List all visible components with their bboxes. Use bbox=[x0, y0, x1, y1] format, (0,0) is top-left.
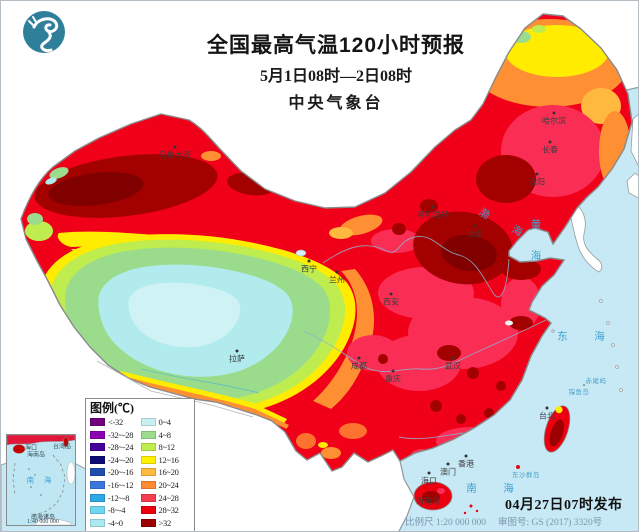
japan-island bbox=[630, 114, 638, 166]
inset-taiwan bbox=[63, 436, 69, 448]
legend-swatch bbox=[140, 518, 156, 527]
legend-range-label: >32 bbox=[158, 517, 172, 528]
legend-range-label: 20~24 bbox=[158, 480, 179, 491]
inset-scale: 1:40 000 000 bbox=[27, 519, 59, 525]
legend-swatch bbox=[140, 493, 156, 502]
map-metadata: 比例尺 1:20 000 000 审图号: GS (2017) 3320号 bbox=[405, 514, 614, 528]
legend-item: 12~16 bbox=[140, 454, 192, 467]
legend-swatch bbox=[140, 455, 156, 464]
legend-swatch bbox=[140, 481, 156, 490]
hainan-island bbox=[413, 481, 453, 511]
legend-swatch bbox=[90, 468, 105, 477]
legend-range-label: 12~16 bbox=[158, 454, 179, 465]
legend-item: <-32 bbox=[90, 416, 141, 429]
legend-swatch bbox=[90, 506, 105, 515]
legend-swatch bbox=[90, 493, 105, 502]
map-scale: 比例尺 1:20 000 000 bbox=[405, 518, 487, 528]
legend-range-label: -32~-28 bbox=[108, 429, 134, 440]
legend-item: -24~-20 bbox=[90, 454, 141, 467]
taiwan-island bbox=[543, 405, 571, 453]
forecast-period: 5月1日08时—2日08时 bbox=[259, 68, 413, 85]
legend-range-label: -8~-4 bbox=[108, 505, 126, 516]
legend-item: -32~-28 bbox=[90, 429, 141, 442]
legend-swatch bbox=[90, 443, 105, 452]
legend-swatch bbox=[140, 506, 156, 515]
legend-swatch bbox=[90, 418, 105, 427]
legend-range-label: 24~28 bbox=[158, 492, 179, 503]
legend-item: -20~-16 bbox=[90, 466, 141, 479]
legend-grid: <-32 -32~-28 -28~-24 -24~-20 -20~-16 -16~-12-… bbox=[90, 416, 191, 529]
legend-range-label: -20~-16 bbox=[108, 467, 134, 478]
release-time: 04月27日07时发布 bbox=[505, 498, 623, 513]
legend-item: -12~-8 bbox=[90, 491, 141, 504]
legend-item: 0~4 bbox=[140, 416, 192, 429]
foreign-land-layer bbox=[551, 114, 638, 392]
inset-caption: 南海诸岛 bbox=[30, 515, 56, 521]
legend-item: -8~-4 bbox=[90, 504, 141, 517]
dragon-logo-icon bbox=[23, 11, 65, 53]
legend-swatch bbox=[140, 468, 156, 477]
legend-item: 28~32 bbox=[140, 504, 192, 517]
japan-island bbox=[626, 172, 638, 199]
islands-layer bbox=[413, 384, 585, 515]
legend-range-label: 16~20 bbox=[158, 467, 179, 478]
legend-range-label: -12~-8 bbox=[108, 492, 130, 503]
legend-item: 8~12 bbox=[140, 441, 192, 454]
legend-range-label: 4~8 bbox=[158, 429, 172, 440]
agency-name: 中央气象台 bbox=[288, 95, 384, 112]
legend-swatch bbox=[140, 443, 156, 452]
dongsha-islands bbox=[516, 465, 520, 469]
korea-peninsula bbox=[569, 205, 603, 273]
legend-swatch bbox=[140, 418, 156, 427]
legend-item: 20~24 bbox=[140, 479, 192, 492]
rivers bbox=[140, 236, 547, 440]
legend-item: -4~0 bbox=[90, 516, 141, 529]
legend-title: 图例(℃) bbox=[90, 401, 134, 415]
legend-swatch bbox=[140, 430, 156, 439]
legend-range-label: -24~-20 bbox=[108, 454, 134, 465]
legend-box: 图例(℃) <-32 -32~-28 -28~-24 -24~-20 -20~-16 -1… bbox=[85, 398, 195, 531]
legend-item: -16~-12 bbox=[90, 479, 141, 492]
legend-range-label: <-32 bbox=[108, 417, 123, 428]
legend-swatch bbox=[90, 430, 105, 439]
legend-range-label: -4~0 bbox=[108, 517, 123, 528]
legend-range-label: 28~32 bbox=[158, 505, 179, 516]
page-title: 全国最高气温120小时预报 bbox=[206, 34, 466, 57]
south-china-sea-inset: 海口 海南岛 台湾岛南 海 南海诸岛 1:40 000 000 bbox=[6, 434, 76, 526]
legend-swatch bbox=[90, 455, 105, 464]
legend-item: 4~8 bbox=[140, 429, 192, 442]
legend-swatch bbox=[90, 481, 105, 490]
diaoyu-islands bbox=[572, 392, 574, 394]
inset-hainan bbox=[12, 444, 26, 454]
legend-swatch bbox=[90, 518, 105, 527]
inset-map bbox=[7, 435, 75, 525]
legend-range-label: 8~12 bbox=[158, 442, 175, 453]
legend-range-label: -28~-24 bbox=[108, 442, 134, 453]
legend-range-label: -16~-12 bbox=[108, 480, 134, 491]
legend-range-label: 0~4 bbox=[158, 417, 172, 428]
legend-item: >32 bbox=[140, 516, 192, 529]
cma-dragon-logo bbox=[21, 9, 67, 55]
map-approval-number: 审图号: GS (2017) 3320号 bbox=[498, 518, 603, 528]
territorial-dash-line bbox=[34, 454, 66, 516]
legend-item: -28~-24 bbox=[90, 441, 141, 454]
legend-item: 24~28 bbox=[140, 491, 192, 504]
legend-item: 16~20 bbox=[140, 466, 192, 479]
